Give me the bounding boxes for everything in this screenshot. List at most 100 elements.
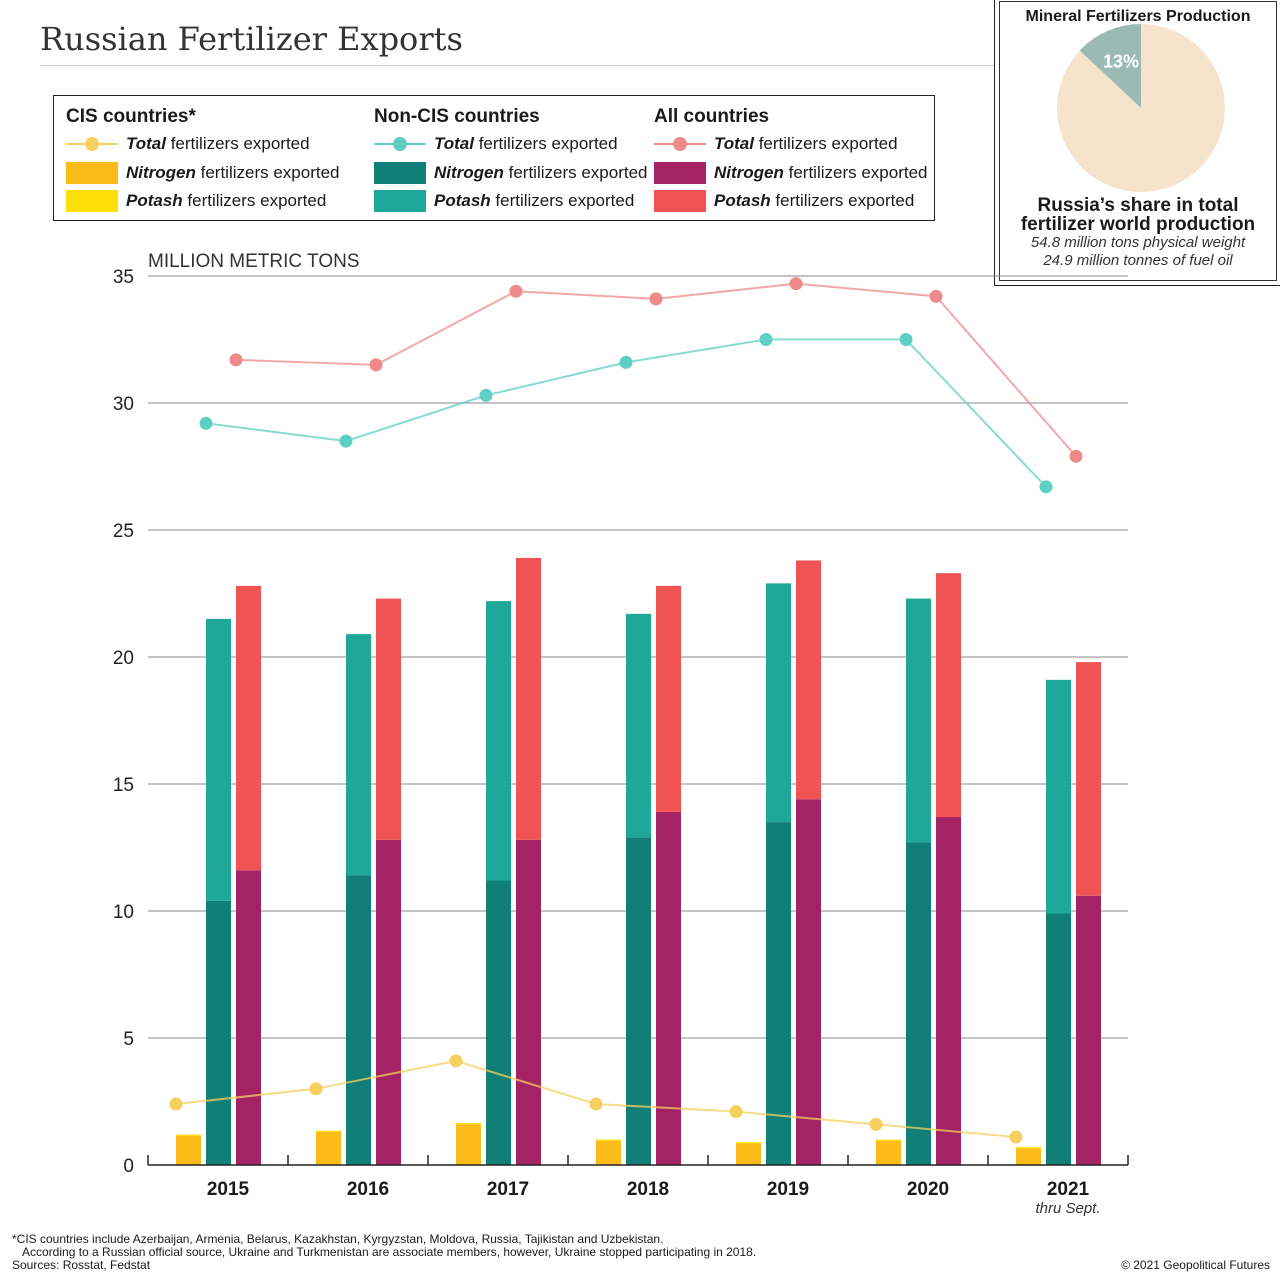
legend-item-label: fertilizers exported [195, 162, 340, 182]
bar-all-nitrogen [516, 839, 541, 1165]
all-total-point [229, 353, 243, 367]
legend-heading: All countries [654, 106, 770, 127]
legend-item-cis-total: Total fertilizers exported [66, 130, 340, 159]
bar-cis-potash [176, 1134, 201, 1136]
legend-item-cis-nitrogen: Nitrogen fertilizers exported [66, 159, 340, 188]
x-tick-label: 2016 [347, 1179, 389, 1200]
y-tick-label: 5 [123, 1029, 134, 1050]
bar-noncis-potash [626, 613, 651, 838]
all-total-point [509, 284, 523, 298]
bar-cis-nitrogen [876, 1140, 901, 1165]
x-tick-label: 2019 [767, 1179, 809, 1200]
bar-cis-potash [1016, 1147, 1041, 1149]
bar-noncis-potash [206, 618, 231, 901]
cis-total-point [309, 1082, 323, 1096]
y-tick-label: 20 [113, 648, 134, 669]
bar-noncis-nitrogen [206, 900, 231, 1165]
cis-total-point [449, 1054, 463, 1068]
legend-item-noncis-total: Total fertilizers exported [374, 130, 648, 159]
legend-item-label: fertilizers exported [753, 134, 898, 154]
copyright: © 2021 Geopolitical Futures [1121, 1258, 1270, 1272]
x-tick-label: 2017 [487, 1179, 529, 1200]
legend-item-bold: Total [434, 134, 474, 154]
bar-cis-nitrogen [456, 1124, 481, 1165]
legend-item-label: fertilizers exported [165, 134, 310, 154]
bar-all-potash [376, 598, 401, 840]
legend-group-cis: CIS countries* Total fertilizers exporte… [66, 104, 340, 216]
legend-item-bold: Potash [126, 191, 183, 211]
cis-total-point [589, 1097, 603, 1111]
noncis-total-point [619, 355, 633, 369]
legend-item-label: fertilizers exported [770, 191, 915, 211]
bar-all-potash [1076, 662, 1101, 896]
cis-total-point [729, 1105, 743, 1119]
bar-all-nitrogen [236, 870, 261, 1165]
footnotes: *CIS countries include Azerbaijan, Armen… [12, 1233, 756, 1272]
legend-item-bold: Total [714, 134, 754, 154]
legend-item-label: fertilizers exported [503, 162, 648, 182]
bar-cis-potash [736, 1142, 761, 1144]
cis-total-point [169, 1097, 183, 1111]
noncis-total-point [759, 333, 773, 346]
cis-total-point [869, 1117, 883, 1131]
bar-noncis-potash [1046, 679, 1071, 914]
legend-item-all-potash: Potash fertilizers exported [654, 187, 928, 216]
bar-noncis-potash [346, 634, 371, 876]
y-axis-label: MILLION METRIC TONS [148, 251, 360, 272]
color-swatch-icon [374, 161, 426, 184]
bar-cis-nitrogen [736, 1143, 761, 1165]
legend-item-label: fertilizers exported [182, 191, 327, 211]
bar-cis-nitrogen [176, 1135, 201, 1165]
legend-group-all: All countries Total fertilizers exported… [654, 104, 928, 216]
y-tick-label: 15 [113, 775, 134, 796]
bar-all-nitrogen [796, 799, 821, 1165]
y-tick-label: 10 [113, 902, 134, 923]
pie-slice-label: 13% [1103, 52, 1139, 72]
bar-noncis-nitrogen [626, 837, 651, 1165]
legend-item-bold: Nitrogen [434, 162, 504, 182]
y-tick-label: 25 [113, 521, 134, 542]
legend-item-cis-potash: Potash fertilizers exported [66, 187, 340, 216]
noncis-total-point [479, 388, 493, 402]
bar-all-potash [236, 585, 261, 871]
y-tick-label: 35 [113, 267, 134, 288]
bar-noncis-potash [486, 601, 511, 881]
legend-item-bold: Total [126, 134, 166, 154]
bar-cis-potash [596, 1139, 621, 1141]
legend-item-bold: Nitrogen [714, 162, 784, 182]
bar-cis-nitrogen [596, 1140, 621, 1165]
pie-slice-russia [1079, 24, 1141, 108]
bar-noncis-nitrogen [1046, 913, 1071, 1165]
pie-caption-subtext: 54.8 million tons physical weight [1030, 234, 1246, 251]
legend-item-bold: Potash [714, 191, 771, 211]
color-swatch-icon [374, 190, 426, 213]
bar-cis-nitrogen [1016, 1148, 1041, 1165]
pie-title: Mineral Fertilizers Production [1025, 8, 1251, 25]
legend-item-noncis-potash: Potash fertilizers exported [374, 187, 648, 216]
legend-item-bold: Potash [434, 191, 491, 211]
y-tick-label: 30 [113, 394, 134, 415]
sources: Sources: Rosstat, Fedstat [12, 1258, 151, 1272]
x-tick-note: thru Sept. [1035, 1200, 1100, 1217]
bar-cis-potash [456, 1123, 481, 1125]
footnote-ukraine: According to a Russian official source, … [22, 1245, 757, 1259]
bar-all-nitrogen [936, 817, 961, 1165]
bar-all-potash [936, 573, 961, 818]
line-marker-icon [66, 133, 118, 155]
legend: CIS countries* Total fertilizers exporte… [53, 95, 935, 221]
noncis-total-point [1039, 480, 1053, 494]
all-total-point [1069, 449, 1083, 463]
bar-cis-potash [876, 1139, 901, 1141]
bar-all-potash [656, 585, 681, 812]
bar-noncis-potash [906, 598, 931, 843]
all-total-point [649, 292, 663, 306]
x-tick-label: 2021 [1047, 1179, 1090, 1200]
bar-all-nitrogen [1076, 895, 1101, 1165]
title-divider [40, 65, 995, 66]
x-tick-label: 2020 [907, 1179, 949, 1200]
bar-line-chart: 0 5 10 15 20 25 30 35 MILLION METRIC TONS 2015 201… [113, 251, 1129, 1217]
legend-heading: CIS countries* [66, 106, 196, 127]
bar-all-potash [796, 560, 821, 800]
color-swatch-icon [654, 190, 706, 213]
legend-group-noncis: Non-CIS countries Total fertilizers expo… [374, 104, 648, 216]
